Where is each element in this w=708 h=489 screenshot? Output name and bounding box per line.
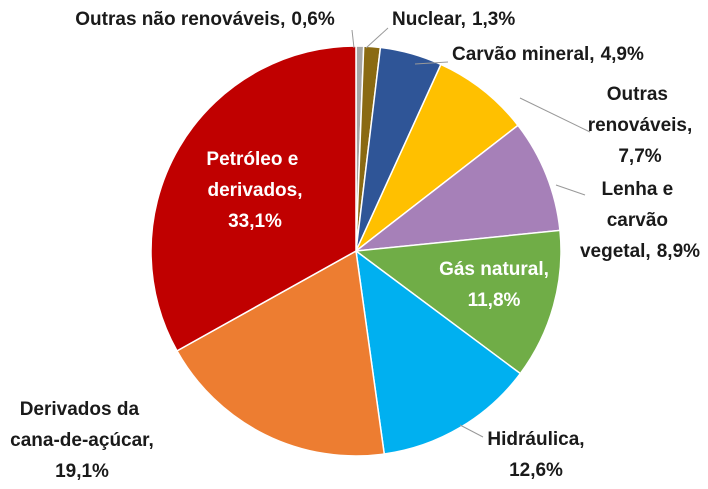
label-line: Gás natural, [439, 259, 549, 280]
slice-label: Nuclear, 1,3% [392, 9, 515, 30]
slice-label: Carvão mineral, 4,9% [452, 44, 644, 65]
value-label: 33,1% [228, 211, 282, 232]
leader-line [365, 27, 389, 49]
value-label: 11,8% [468, 290, 521, 311]
value-label: 8,9% [657, 241, 700, 262]
category-label: Gás natural, [439, 259, 549, 280]
slice-label: Petróleo e derivados, 33,1% [206, 149, 303, 232]
category-label: Lenha e carvão vegetal, [580, 179, 679, 262]
label-line: Hidráulica, [487, 429, 584, 450]
slice-label: Lenha e carvão vegetal, 8,9% [580, 179, 700, 262]
label-line: vegetal, [580, 241, 651, 262]
leader-line [555, 184, 586, 196]
category-label: Nuclear, [392, 9, 466, 30]
pie-slice [353, 124, 561, 253]
category-label: Carvão mineral, [452, 44, 595, 65]
value-label: 1,3% [472, 9, 515, 30]
category-label: Outras renováveis, [588, 84, 693, 136]
category-label: Derivados da cana-de-açúcar, [10, 399, 154, 451]
label-line: renováveis, [588, 115, 693, 136]
category-label: Petróleo e derivados, [206, 149, 303, 201]
label-line: Outras [607, 84, 674, 105]
label-line: Nuclear, [392, 9, 466, 30]
pie-slice [150, 45, 357, 352]
slice-label: Outras renováveis, 7,7% [588, 84, 693, 167]
label-line: Derivados da [20, 399, 145, 420]
leader-line [459, 424, 484, 438]
pie-slice [175, 249, 386, 457]
slice-label: Outras não renováveis, 0,6% [75, 9, 335, 30]
leader-line [519, 97, 591, 133]
category-label: Hidráulica, [487, 429, 584, 450]
label-line: Petróleo e [206, 149, 303, 170]
pie-slice [355, 249, 522, 455]
value-label: 19,1% [55, 461, 109, 482]
label-line: Carvão mineral, [452, 44, 595, 65]
slice-label: Derivados da cana-de-açúcar, 19,1% [10, 399, 154, 482]
label-line: derivados, [207, 180, 302, 201]
pie-slice [355, 63, 520, 252]
value-label: 4,9% [601, 44, 644, 65]
category-label: Outras não renováveis, [75, 9, 285, 30]
leader-line [414, 61, 449, 65]
value-label: 12,6% [509, 460, 563, 481]
slice-label: Hidráulica, 12,6% [487, 429, 584, 481]
label-line: cana-de-açúcar, [10, 430, 154, 451]
label-line: Outras não renováveis, [75, 9, 285, 30]
value-label: 0,6% [291, 9, 334, 30]
slice-label: Gás natural, 11,8% [439, 259, 549, 311]
leader-line [351, 29, 355, 49]
value-label: 7,7% [618, 146, 661, 167]
label-line: Lenha e [601, 179, 678, 200]
label-line: carvão [607, 210, 674, 231]
pie-slice [354, 229, 562, 375]
